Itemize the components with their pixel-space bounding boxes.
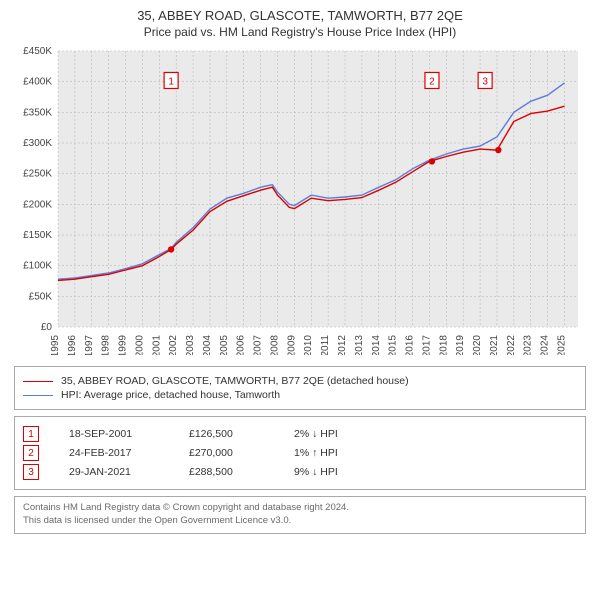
svg-text:2018: 2018	[438, 335, 449, 355]
svg-text:£400K: £400K	[23, 77, 52, 88]
svg-text:2014: 2014	[371, 335, 382, 355]
svg-text:2003: 2003	[185, 335, 196, 355]
svg-text:£100K: £100K	[23, 261, 52, 272]
svg-text:£350K: £350K	[23, 107, 52, 118]
svg-text:1999: 1999	[118, 335, 129, 355]
event-price: £288,500	[189, 466, 264, 478]
event-row: 3 29-JAN-2021 £288,500 9% ↓ HPI	[23, 464, 577, 480]
event-pct: 2% ↓ HPI	[294, 428, 384, 440]
svg-text:2019: 2019	[455, 335, 466, 355]
svg-text:1995: 1995	[50, 335, 61, 355]
svg-text:2015: 2015	[388, 335, 399, 355]
legend-swatch	[23, 381, 53, 382]
svg-text:2013: 2013	[354, 335, 365, 355]
event-marker-icon: 1	[23, 426, 39, 442]
chart-svg: £0 £50K £100K £150K £200K £250K £300K £350K £400…	[14, 45, 586, 355]
svg-text:2004: 2004	[202, 335, 213, 355]
svg-text:2024: 2024	[540, 335, 551, 355]
svg-text:1997: 1997	[84, 335, 95, 355]
event-date: 18-SEP-2001	[69, 428, 159, 440]
event-price: £126,500	[189, 428, 264, 440]
svg-text:2007: 2007	[253, 335, 264, 355]
svg-text:2005: 2005	[219, 335, 230, 355]
event-pct: 9% ↓ HPI	[294, 466, 384, 478]
svg-text:2021: 2021	[489, 335, 500, 355]
event-marker-icon: 3	[23, 464, 39, 480]
svg-text:2009: 2009	[286, 335, 297, 355]
event-pct: 1% ↑ HPI	[294, 447, 384, 459]
svg-text:2020: 2020	[472, 335, 483, 355]
svg-text:1998: 1998	[101, 335, 112, 355]
svg-text:2008: 2008	[269, 335, 280, 355]
svg-text:£250K: £250K	[23, 169, 52, 180]
svg-text:£200K: £200K	[23, 199, 52, 210]
event-date: 29-JAN-2021	[69, 466, 159, 478]
svg-text:1: 1	[168, 76, 174, 87]
svg-text:2: 2	[429, 76, 435, 87]
svg-text:2016: 2016	[405, 335, 416, 355]
svg-text:3: 3	[482, 76, 488, 87]
svg-text:£150K: £150K	[23, 230, 52, 241]
event-marker-icon: 2	[23, 445, 39, 461]
svg-text:2001: 2001	[151, 335, 162, 355]
legend-row: 35, ABBEY ROAD, GLASCOTE, TAMWORTH, B77 …	[23, 375, 577, 387]
legend: 35, ABBEY ROAD, GLASCOTE, TAMWORTH, B77 …	[14, 366, 586, 410]
svg-text:2002: 2002	[168, 335, 179, 355]
svg-text:2000: 2000	[134, 335, 145, 355]
event-row: 1 18-SEP-2001 £126,500 2% ↓ HPI	[23, 426, 577, 442]
legend-swatch	[23, 395, 53, 396]
svg-text:1996: 1996	[67, 335, 78, 355]
svg-text:2025: 2025	[556, 335, 567, 355]
footer-line: This data is licensed under the Open Gov…	[23, 515, 577, 528]
svg-text:2006: 2006	[236, 335, 247, 355]
svg-text:2011: 2011	[320, 335, 331, 355]
footer: Contains HM Land Registry data © Crown c…	[14, 496, 586, 534]
svg-text:£0: £0	[41, 322, 53, 333]
svg-text:2010: 2010	[303, 335, 314, 355]
event-date: 24-FEB-2017	[69, 447, 159, 459]
page-subtitle: Price paid vs. HM Land Registry's House …	[0, 23, 600, 45]
svg-text:£300K: £300K	[23, 138, 52, 149]
legend-label: 35, ABBEY ROAD, GLASCOTE, TAMWORTH, B77 …	[61, 375, 409, 387]
svg-text:2012: 2012	[337, 335, 348, 355]
event-row: 2 24-FEB-2017 £270,000 1% ↑ HPI	[23, 445, 577, 461]
footer-line: Contains HM Land Registry data © Crown c…	[23, 502, 577, 515]
svg-text:2022: 2022	[506, 335, 517, 355]
svg-text:£50K: £50K	[29, 291, 53, 302]
chart: £0 £50K £100K £150K £200K £250K £300K £350K £400…	[14, 45, 586, 358]
svg-text:£450K: £450K	[23, 46, 52, 57]
event-price: £270,000	[189, 447, 264, 459]
event-table: 1 18-SEP-2001 £126,500 2% ↓ HPI 2 24-FEB…	[14, 416, 586, 490]
svg-text:2017: 2017	[421, 335, 432, 355]
legend-label: HPI: Average price, detached house, Tamw…	[61, 389, 280, 401]
page-title: 35, ABBEY ROAD, GLASCOTE, TAMWORTH, B77 …	[0, 0, 600, 23]
svg-text:2023: 2023	[523, 335, 534, 355]
legend-row: HPI: Average price, detached house, Tamw…	[23, 389, 577, 401]
